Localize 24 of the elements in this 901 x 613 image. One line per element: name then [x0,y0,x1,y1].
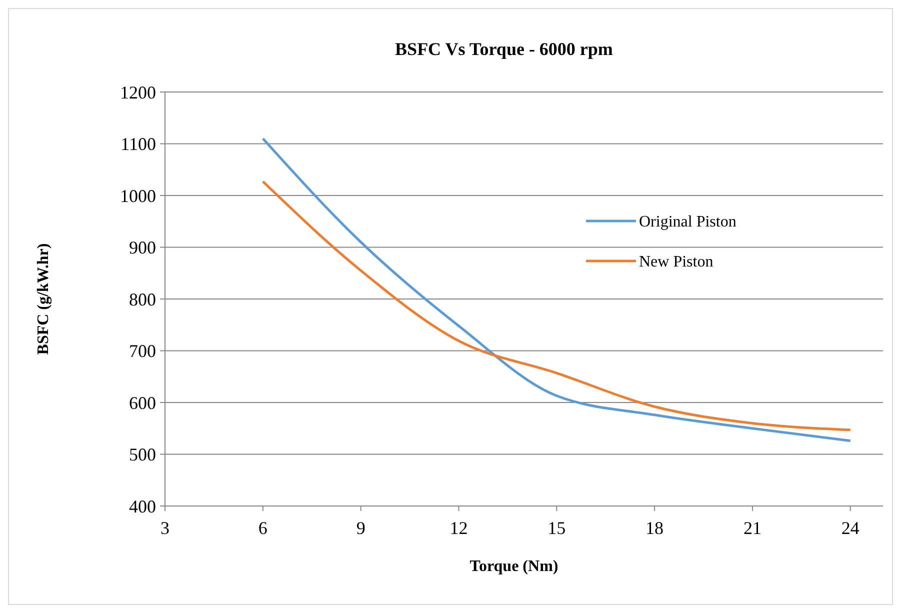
y-tick-label: 1000 [120,186,156,206]
y-axis-title: BSFC (g/kW.hr) [35,243,52,355]
legend-label: New Piston [639,254,714,271]
y-tick-label: 500 [129,444,156,465]
x-tick-label: 15 [548,518,566,538]
y-tick-label: 600 [129,392,156,413]
x-axis-title: Torque (Nm) [470,558,558,575]
x-tick-label: 21 [743,518,762,538]
y-tick-label: 1200 [120,82,156,102]
y-tick-label: 900 [129,238,156,258]
chart-title: BSFC Vs Torque - 6000 rpm [395,39,613,59]
x-tick-label: 6 [258,518,268,538]
x-tick-label: 12 [450,518,468,538]
y-tick-label: 700 [129,341,156,362]
x-tick-label: 24 [841,518,860,538]
legend-label: Original Piston [639,214,736,231]
x-tick-label: 3 [160,518,170,538]
x-tick-label: 18 [646,518,664,538]
y-tick-label: 800 [129,289,156,310]
y-tick-label: 1100 [120,134,156,154]
x-tick-label: 9 [356,518,366,538]
y-tick-label: 400 [129,496,156,516]
line-series [262,180,852,432]
line-series [262,137,852,442]
